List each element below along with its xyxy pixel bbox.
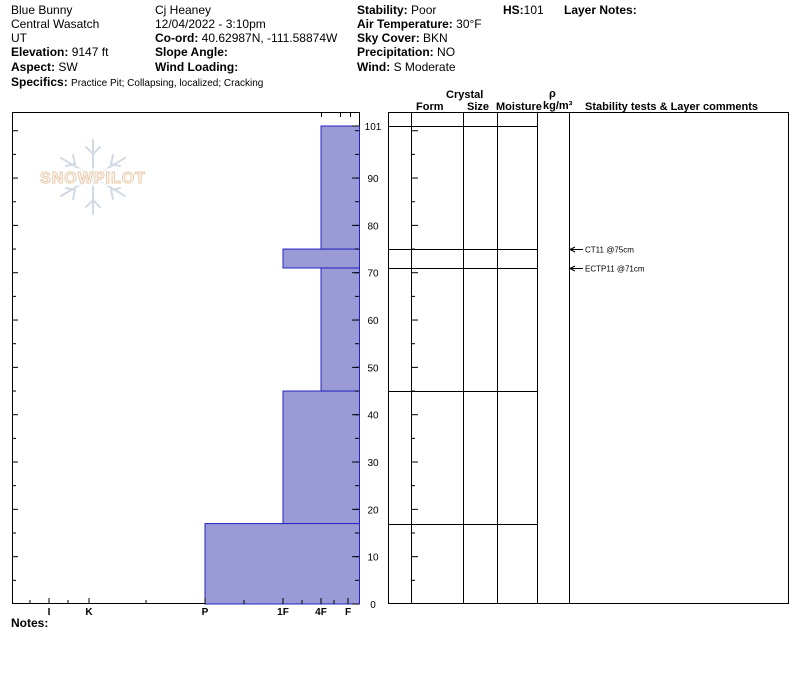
- test-label: ECTP11 @71cm: [585, 265, 645, 274]
- sky-cover-label: Sky Cover:: [357, 31, 420, 45]
- height-tick-label: 80: [367, 221, 379, 232]
- size-header: Size: [467, 101, 490, 113]
- aspect-label: Aspect:: [11, 60, 56, 74]
- height-tick-label: 10: [367, 553, 379, 564]
- precipitation-row: Precipitation: NO: [357, 45, 455, 59]
- coordinates-row: Co-ord: 40.62987N, -111.58874W: [155, 31, 337, 45]
- height-tick-label: 101: [365, 122, 382, 133]
- layer-notes-label: Layer Notes:: [564, 3, 637, 17]
- wind-value: S Moderate: [393, 60, 456, 74]
- hardness-tick-label: 4F: [315, 607, 327, 618]
- stability-test-marks: CT11 @75cm ECTP11 @71cm: [568, 246, 645, 274]
- snowpilot-logo: SNOWPILOT: [31, 139, 155, 215]
- test-arrow-head: [568, 265, 576, 272]
- layer-boundaries: [388, 126, 537, 525]
- sky-cover-value: BKN: [423, 31, 448, 45]
- sky-cover-row: Sky Cover: BKN: [357, 31, 448, 45]
- coordinates-value: 40.62987N, -111.58874W: [201, 31, 338, 45]
- layer-table-ticks: [411, 130, 418, 581]
- observer-name: Cj Heaney: [155, 3, 212, 17]
- test-arrow-head: [568, 246, 576, 253]
- height-tick-label: 40: [367, 411, 379, 422]
- location-name: Blue Bunny: [11, 3, 73, 17]
- wind-loading-row: Wind Loading:: [155, 60, 238, 74]
- state: UT: [11, 31, 27, 45]
- height-tick-label: 70: [367, 269, 379, 280]
- elevation-label: Elevation:: [11, 45, 69, 59]
- observation-datetime: 12/04/2022 - 3:10pm: [155, 17, 266, 31]
- slope-angle-row: Slope Angle:: [155, 45, 228, 59]
- wind-loading-label: Wind Loading:: [155, 60, 239, 74]
- hardness-bar: [320, 125, 360, 250]
- hs-row: HS:101: [503, 3, 544, 17]
- top-hardness-ticks: [12, 112, 360, 117]
- stability-row: Stability: Poor: [357, 3, 436, 17]
- hardness-tick-label: 1F: [277, 607, 289, 618]
- air-temperature-row: Air Temperature: 30°F: [357, 17, 482, 31]
- hs-label: HS:: [503, 3, 524, 17]
- hardness-bar: [282, 248, 360, 269]
- stability-value: Poor: [411, 3, 437, 17]
- specifics-label: Specifics:: [11, 75, 68, 89]
- height-tick-label: 50: [367, 363, 379, 374]
- height-axis: 0 10 20 30 40 50 60 70 80 90 101: [352, 122, 382, 611]
- stability-label: Stability:: [357, 3, 408, 17]
- aspect-row: Aspect: SW: [11, 60, 78, 74]
- layer-table-columns: [411, 112, 570, 604]
- stability-tests-header: Stability tests & Layer comments: [585, 101, 759, 113]
- specifics-value: Practice Pit; Collapsing, localized; Cra…: [71, 78, 264, 89]
- elevation-row: Elevation: 9147 ft: [11, 45, 108, 59]
- height-tick-label: 20: [367, 505, 379, 516]
- hardness-bar: [204, 523, 360, 605]
- notes-label: Notes:: [11, 616, 49, 630]
- specifics-row: Specifics: Practice Pit; Collapsing, loc…: [11, 75, 263, 91]
- layer-table-frame: [388, 112, 789, 604]
- density-symbol: ρ: [549, 88, 556, 100]
- snowpilot-logo-text: SNOWPILOT: [40, 170, 146, 187]
- hardness-tick-label: P: [202, 607, 209, 618]
- elevation-value: 9147 ft: [71, 45, 109, 59]
- wind-label: Wind:: [357, 60, 391, 74]
- crystal-header: Crystal: [446, 89, 484, 101]
- precipitation-label: Precipitation:: [357, 45, 434, 59]
- height-tick-label: 30: [367, 458, 379, 469]
- hardness-bar: [282, 390, 360, 525]
- hardness-bars: [204, 125, 360, 605]
- aspect-value: SW: [58, 60, 78, 74]
- precipitation-value: NO: [437, 45, 456, 59]
- coordinates-label: Co-ord:: [155, 31, 199, 45]
- form-header: Form: [416, 101, 444, 113]
- wind-row: Wind: S Moderate: [357, 60, 456, 74]
- left-ticks: [12, 130, 18, 581]
- moisture-header: Moisture: [496, 101, 542, 113]
- hardness-tick-label: K: [85, 607, 93, 618]
- height-tick-label: 60: [367, 316, 379, 327]
- height-tick-label: 90: [367, 174, 379, 185]
- hs-value: 101: [523, 3, 544, 17]
- hardness-bar: [320, 267, 360, 392]
- slope-angle-label: Slope Angle:: [155, 45, 228, 59]
- height-tick-label: 0: [370, 600, 376, 611]
- hardness-tick-label: F: [345, 607, 351, 618]
- test-label: CT11 @75cm: [585, 246, 634, 255]
- air-temperature-value: 30°F: [456, 17, 482, 31]
- density-unit: kg/m³: [543, 100, 573, 112]
- hardness-tick-label: I: [48, 607, 51, 618]
- hardness-axis: I K P 1F 4F F: [29, 598, 351, 618]
- mountain-range: Central Wasatch: [11, 17, 100, 31]
- air-temperature-label: Air Temperature:: [357, 17, 453, 31]
